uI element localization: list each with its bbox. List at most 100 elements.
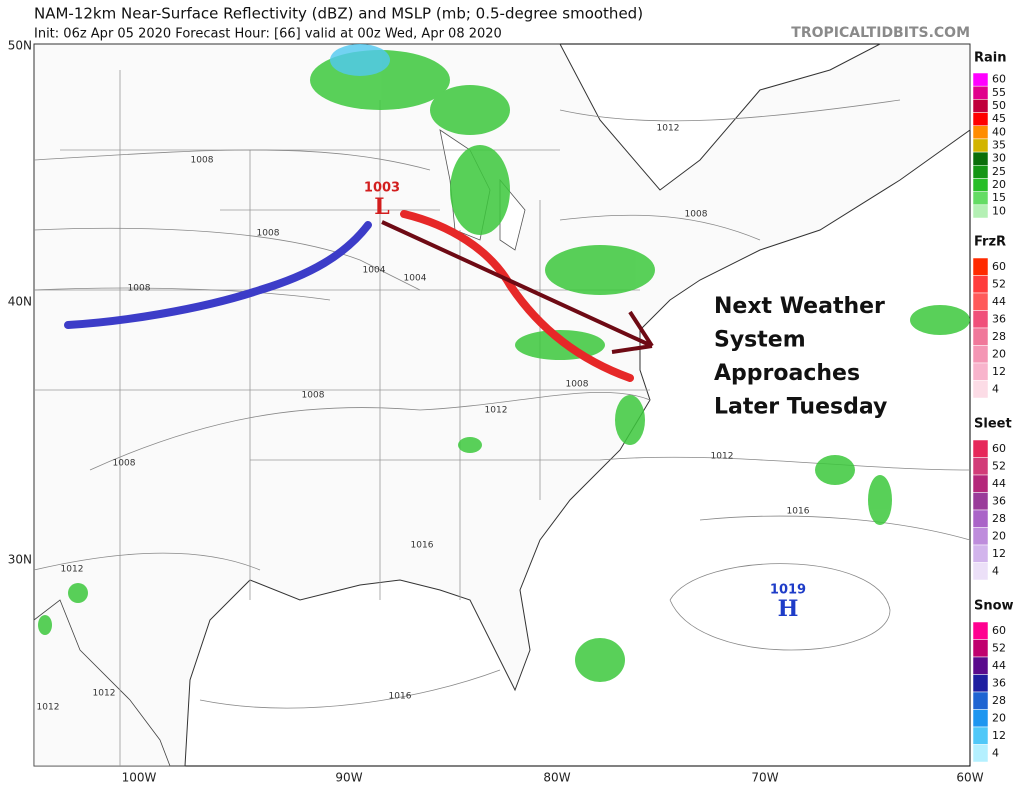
legend-swatch (972, 99, 989, 113)
legend-level: 28 (992, 694, 1006, 707)
subtitle: Init: 06z Apr 05 2020 Forecast Hour: [66… (34, 27, 502, 42)
legend-swatch (972, 125, 989, 140)
legend-level: 4 (992, 564, 999, 577)
legend-level: 35 (992, 139, 1006, 152)
pressure-letter: H (778, 596, 799, 622)
legend-level: 25 (992, 165, 1006, 178)
legend-title: FrzR (974, 235, 1006, 250)
legend-swatch (972, 151, 989, 166)
legend-swatch (972, 204, 989, 219)
legend-swatch (972, 327, 989, 346)
isobar-label: 1016 (411, 541, 434, 551)
legend-swatch (972, 178, 989, 192)
legend-swatch (972, 275, 989, 294)
annotation-line: Later Tuesday (714, 395, 887, 420)
legend-swatch (972, 562, 989, 581)
legend-level: 44 (992, 659, 1006, 672)
legend-swatch (972, 527, 989, 546)
lon-label: 100W (122, 771, 157, 785)
legend-level: 12 (992, 547, 1006, 560)
legend-swatch (972, 621, 989, 640)
legend-level: 60 (992, 260, 1006, 273)
legend-swatch (972, 380, 989, 399)
legend-level: 10 (992, 204, 1006, 217)
blue-front (64, 221, 372, 329)
legend-level: 36 (992, 494, 1006, 507)
legend-swatch (972, 439, 989, 458)
isobar-label: 1008 (113, 459, 136, 469)
legend-swatch (972, 138, 989, 153)
legend-level: 20 (992, 347, 1006, 360)
isobar-label: 1008 (685, 210, 708, 220)
legend-level: 28 (992, 330, 1006, 343)
legend-level: 4 (992, 746, 999, 759)
legend-swatch (972, 639, 989, 658)
map (33, 43, 971, 767)
legend-swatch (972, 691, 989, 710)
legend-title: Snow (974, 599, 1014, 614)
legend-swatch (972, 656, 989, 675)
legend-level: 12 (992, 729, 1006, 742)
legend-swatch (972, 191, 989, 206)
isobar-label: 1004 (363, 266, 386, 276)
legend-level: 60 (992, 73, 1006, 86)
legend-level: 30 (992, 152, 1006, 165)
site: TROPICALTIDBITS.COM (791, 25, 970, 41)
legend-level: 20 (992, 711, 1006, 724)
legend-level: 15 (992, 191, 1006, 204)
isobar-label: 1016 (787, 507, 810, 517)
legend-swatch (972, 165, 989, 179)
isobar-label: 1004 (404, 274, 427, 284)
isobar-label: 1016 (389, 692, 412, 702)
legend-level: 44 (992, 477, 1006, 490)
lon-label: 90W (335, 771, 362, 785)
red-front (400, 210, 634, 382)
isobar-label: 1008 (302, 391, 325, 401)
legend-swatch (972, 72, 989, 87)
legend-swatch (972, 457, 989, 476)
title: NAM-12km Near-Surface Reflectivity (dBZ)… (34, 5, 643, 23)
legend-swatch (972, 509, 989, 528)
legend-swatch (972, 492, 989, 511)
pressure-value: 1003 (364, 181, 400, 196)
isobar-label: 1008 (566, 380, 589, 390)
legend-level: 36 (992, 676, 1006, 689)
legend-level: 52 (992, 277, 1006, 290)
legend-level: 52 (992, 641, 1006, 654)
isobar-label: 1012 (485, 406, 508, 416)
legend-level: 28 (992, 512, 1006, 525)
isobar-label: 1012 (93, 689, 116, 699)
legend-level: 52 (992, 459, 1006, 472)
track-arrow (381, 220, 654, 354)
lat-label: 40N (8, 295, 32, 309)
isobar-label: 1008 (128, 284, 151, 294)
legend-swatch (972, 257, 989, 276)
legend-swatch (972, 544, 989, 563)
legend-swatch (972, 310, 989, 329)
pressure-letter: L (374, 194, 389, 220)
isobar-label: 1012 (61, 565, 84, 575)
legend-level: 20 (992, 178, 1006, 191)
lon-label: 60W (956, 771, 983, 785)
lon-label: 80W (543, 771, 570, 785)
legend-level: 12 (992, 365, 1006, 378)
legend-level: 60 (992, 624, 1006, 637)
isobar-label: 1008 (257, 229, 280, 239)
lat-label: 50N (8, 39, 32, 53)
legend-swatch (972, 112, 989, 126)
lon-label: 70W (751, 771, 778, 785)
legend-level: 40 (992, 125, 1006, 138)
lat-label: 30N (8, 553, 32, 567)
legend-swatch (972, 85, 989, 100)
legend-level: 20 (992, 529, 1006, 542)
legend-level: 50 (992, 99, 1006, 112)
pressure-value: 1019 (770, 583, 806, 598)
isobar-label: 1012 (711, 452, 734, 462)
legend-level: 44 (992, 295, 1006, 308)
legend-level: 45 (992, 112, 1006, 125)
isobars (33, 99, 971, 709)
legend-level: 60 (992, 442, 1006, 455)
isobar-label: 1012 (37, 703, 60, 713)
legend-level: 36 (992, 312, 1006, 325)
